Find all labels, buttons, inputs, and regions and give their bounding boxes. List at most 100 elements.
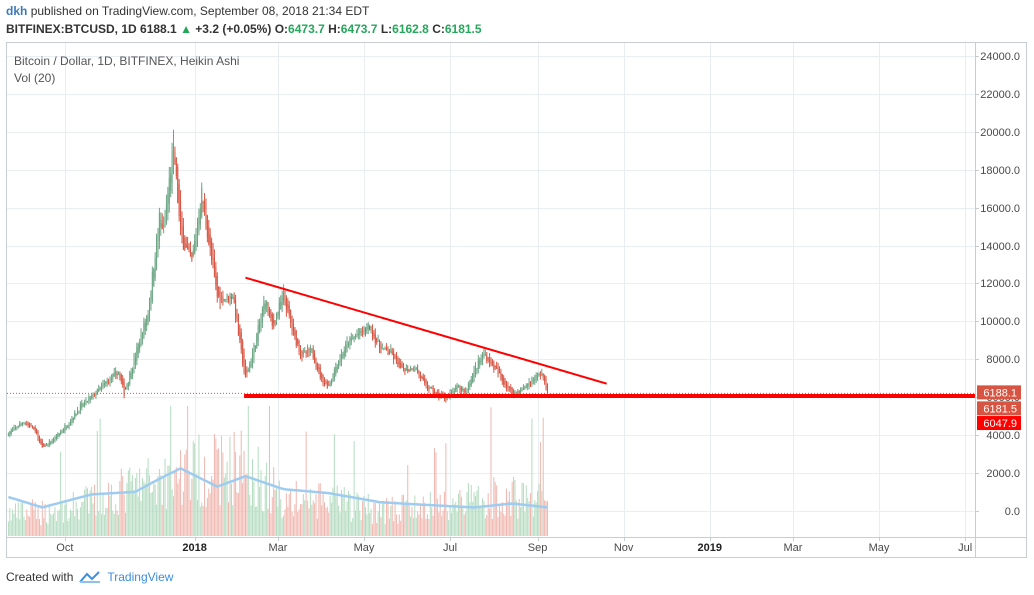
candle-body[interactable] bbox=[459, 386, 461, 390]
candle-body[interactable] bbox=[360, 331, 362, 333]
candle-body[interactable] bbox=[101, 385, 103, 389]
candle-body[interactable] bbox=[171, 150, 173, 183]
candle-body[interactable] bbox=[302, 351, 304, 354]
candle-body[interactable] bbox=[126, 384, 128, 389]
candle-body[interactable] bbox=[411, 368, 413, 371]
candle-body[interactable] bbox=[500, 371, 502, 378]
candle-body[interactable] bbox=[173, 137, 175, 167]
candle-body[interactable] bbox=[513, 391, 515, 396]
candle-body[interactable] bbox=[277, 312, 279, 319]
candle-body[interactable] bbox=[147, 314, 149, 322]
candle-body[interactable] bbox=[304, 351, 306, 353]
candle-body[interactable] bbox=[400, 363, 402, 368]
candle-body[interactable] bbox=[421, 375, 423, 379]
candle-body[interactable] bbox=[129, 372, 131, 385]
candle-body[interactable] bbox=[223, 299, 225, 301]
candle-body[interactable] bbox=[201, 187, 203, 217]
candle-body[interactable] bbox=[465, 390, 467, 392]
candle-body[interactable] bbox=[62, 429, 64, 433]
candle-body[interactable] bbox=[108, 381, 110, 383]
candle-body[interactable] bbox=[92, 393, 94, 397]
candle-body[interactable] bbox=[113, 372, 115, 377]
candle-body[interactable] bbox=[167, 193, 169, 214]
candle-body[interactable] bbox=[288, 305, 290, 316]
candle-body[interactable] bbox=[161, 223, 163, 229]
candle-body[interactable] bbox=[514, 391, 516, 394]
candle-body[interactable] bbox=[57, 434, 59, 437]
candle-body[interactable] bbox=[206, 215, 208, 238]
candle-body[interactable] bbox=[369, 326, 371, 330]
candle-body[interactable] bbox=[339, 359, 341, 365]
candle-body[interactable] bbox=[233, 297, 235, 304]
candle-body[interactable] bbox=[264, 303, 266, 310]
candle-body[interactable] bbox=[213, 257, 215, 276]
candle-body[interactable] bbox=[427, 382, 429, 389]
candle-body[interactable] bbox=[335, 367, 337, 375]
candle-body[interactable] bbox=[283, 290, 285, 301]
candle-body[interactable] bbox=[472, 373, 474, 383]
candle-body[interactable] bbox=[26, 423, 28, 425]
candle-body[interactable] bbox=[163, 225, 165, 227]
candle-body[interactable] bbox=[170, 174, 172, 191]
candle-body[interactable] bbox=[259, 322, 261, 334]
candle-body[interactable] bbox=[321, 372, 323, 378]
candle-body[interactable] bbox=[291, 316, 293, 330]
candle-body[interactable] bbox=[408, 370, 410, 372]
candle-body[interactable] bbox=[316, 362, 318, 370]
candle-body[interactable] bbox=[236, 309, 238, 321]
candle-body[interactable] bbox=[452, 390, 454, 393]
resistance-trendline[interactable] bbox=[245, 276, 607, 385]
candle-body[interactable] bbox=[381, 348, 383, 350]
candle-body[interactable] bbox=[332, 376, 334, 382]
candle-body[interactable] bbox=[422, 376, 424, 381]
candle-body[interactable] bbox=[122, 378, 124, 386]
candle-body[interactable] bbox=[71, 418, 73, 424]
candle-body[interactable] bbox=[486, 354, 488, 362]
candle-body[interactable] bbox=[132, 368, 134, 376]
candle-body[interactable] bbox=[319, 367, 321, 378]
candle-body[interactable] bbox=[350, 337, 352, 342]
candle-body[interactable] bbox=[292, 323, 294, 332]
candle-body[interactable] bbox=[419, 372, 421, 379]
candle-body[interactable] bbox=[522, 386, 524, 390]
candle-body[interactable] bbox=[9, 431, 11, 436]
candle-body[interactable] bbox=[349, 337, 351, 346]
candle-body[interactable] bbox=[156, 236, 158, 268]
candle-body[interactable] bbox=[17, 426, 19, 428]
candle-body[interactable] bbox=[151, 271, 153, 301]
candle-body[interactable] bbox=[479, 360, 481, 365]
candle-body[interactable] bbox=[518, 391, 520, 394]
candle-body[interactable] bbox=[342, 354, 344, 359]
candle-body[interactable] bbox=[311, 348, 313, 351]
candle-body[interactable] bbox=[24, 423, 26, 425]
candle-body[interactable] bbox=[153, 269, 155, 287]
candle-body[interactable] bbox=[228, 296, 230, 301]
candle-body[interactable] bbox=[36, 429, 38, 435]
candle-body[interactable] bbox=[14, 426, 16, 429]
candle-body[interactable] bbox=[487, 357, 489, 359]
candle-body[interactable] bbox=[352, 337, 354, 340]
candle-body[interactable] bbox=[295, 331, 297, 346]
candle-body[interactable] bbox=[260, 316, 262, 328]
candle-body[interactable] bbox=[254, 345, 256, 352]
candle-body[interactable] bbox=[362, 331, 364, 333]
candle-body[interactable] bbox=[489, 358, 491, 364]
candle-body[interactable] bbox=[30, 425, 32, 427]
candle-body[interactable] bbox=[189, 248, 191, 257]
candle-body[interactable] bbox=[424, 378, 426, 383]
candle-body[interactable] bbox=[78, 410, 80, 413]
candle-body[interactable] bbox=[164, 217, 166, 226]
candle-body[interactable] bbox=[88, 397, 90, 402]
candle-body[interactable] bbox=[219, 291, 221, 303]
candle-body[interactable] bbox=[300, 346, 302, 355]
candle-body[interactable] bbox=[410, 367, 412, 371]
candle-body[interactable] bbox=[82, 404, 84, 406]
candle-body[interactable] bbox=[393, 352, 395, 360]
candle-body[interactable] bbox=[188, 247, 190, 250]
candle-body[interactable] bbox=[175, 158, 177, 176]
candle-body[interactable] bbox=[297, 338, 299, 344]
candle-body[interactable] bbox=[380, 344, 382, 353]
candle-body[interactable] bbox=[144, 322, 146, 331]
candle-body[interactable] bbox=[394, 356, 396, 358]
candle-body[interactable] bbox=[395, 356, 397, 360]
